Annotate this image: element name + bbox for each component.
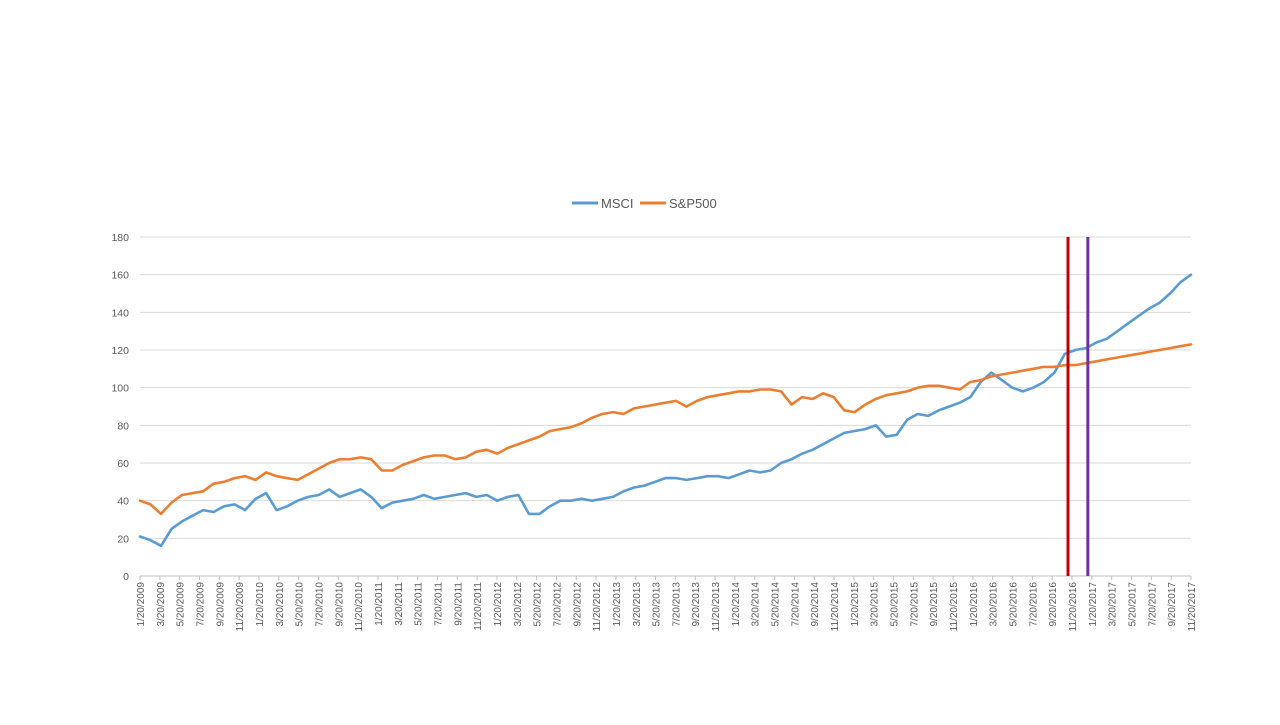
event-markers — [1066, 237, 1090, 576]
x-tick-label: 5/20/2011 — [414, 582, 425, 626]
x-tick-label: 11/20/2012 — [592, 582, 603, 632]
x-tick-label: 3/20/2011 — [394, 582, 405, 626]
y-tick-label: 140 — [111, 307, 129, 319]
y-tick-label: 80 — [117, 420, 129, 432]
x-tick-label: 9/20/2012 — [572, 582, 583, 627]
x-tick-label: 11/20/2009 — [235, 582, 246, 632]
y-tick-label: 0 — [123, 571, 129, 583]
x-tick-label: 3/20/2012 — [513, 582, 524, 627]
x-tick-label: 1/20/2009 — [136, 582, 147, 627]
x-tick-label: 3/20/2017 — [1108, 582, 1119, 627]
x-tick-label: 5/20/2012 — [533, 582, 544, 627]
x-tick-label: 9/20/2015 — [929, 582, 940, 627]
y-tick-label: 180 — [111, 232, 129, 244]
legend-label-msci: MSCI — [601, 196, 634, 211]
x-tick-label: 11/20/2011 — [473, 582, 484, 631]
x-tick-label: 5/20/2013 — [652, 582, 663, 627]
x-tick-label: 11/20/2017 — [1187, 582, 1198, 632]
x-tick-label: 9/20/2014 — [810, 582, 821, 627]
x-tick-label: 1/20/2012 — [493, 582, 504, 627]
x-tick-label: 7/20/2016 — [1028, 582, 1039, 627]
y-tick-label: 100 — [111, 383, 129, 395]
x-tick-label: 3/20/2010 — [275, 582, 286, 627]
x-tick-label: 3/20/2009 — [156, 582, 167, 627]
y-tick-label: 160 — [111, 270, 129, 282]
x-tick-label: 5/20/2009 — [176, 582, 187, 627]
x-tick-label: 5/20/2010 — [295, 582, 306, 627]
x-tick-label: 9/20/2009 — [215, 582, 226, 627]
x-tick-label: 1/20/2015 — [850, 582, 861, 627]
series-lines — [138, 273, 1193, 548]
x-tick-label: 7/20/2010 — [314, 582, 325, 627]
y-axis-ticks: 0 20 40 60 80 100 120 140 160 180 — [111, 232, 129, 583]
x-tick-label: 1/20/2013 — [612, 582, 623, 627]
y-tick-label: 40 — [117, 496, 129, 508]
legend-label-sp500: S&P500 — [669, 196, 717, 211]
x-tick-label: 9/20/2017 — [1167, 582, 1178, 627]
x-tick-label: 11/20/2013 — [711, 582, 722, 632]
x-axis-ticks: 1/20/2009 3/20/2009 5/20/2009 7/20/2009 9/20… — [136, 576, 1198, 631]
y-tick-label: 120 — [111, 345, 129, 357]
x-tick-label: 9/20/2013 — [691, 582, 702, 627]
x-tick-label: 7/20/2017 — [1147, 582, 1158, 627]
x-tick-label: 1/20/2017 — [1088, 582, 1099, 627]
x-tick-label: 3/20/2013 — [632, 582, 643, 627]
x-tick-label: 9/20/2011 — [453, 582, 464, 626]
y-tick-label: 20 — [117, 533, 129, 545]
x-tick-label: 11/20/2014 — [830, 582, 841, 632]
x-tick-label: 7/20/2013 — [671, 582, 682, 627]
x-tick-label: 5/20/2017 — [1128, 582, 1139, 627]
x-tick-label: 11/20/2010 — [354, 582, 365, 632]
x-tick-label: 7/20/2012 — [552, 582, 563, 627]
x-tick-label: 9/20/2010 — [334, 582, 345, 627]
x-tick-label: 11/20/2015 — [949, 582, 960, 632]
x-tick-label: 9/20/2016 — [1048, 582, 1059, 627]
x-tick-label: 1/20/2011 — [374, 582, 385, 626]
x-tick-label: 1/20/2010 — [255, 582, 266, 627]
x-tick-label: 5/20/2014 — [771, 582, 782, 627]
x-tick-label: 3/20/2015 — [870, 582, 881, 627]
x-tick-label: 7/20/2015 — [909, 582, 920, 627]
chart-legend: MSCI S&P500 — [572, 196, 717, 211]
x-tick-label: 5/20/2015 — [890, 582, 901, 627]
x-tick-label: 11/20/2016 — [1068, 582, 1079, 632]
x-tick-label: 7/20/2014 — [790, 582, 801, 627]
gridlines — [140, 236, 1191, 577]
x-tick-label: 5/20/2016 — [1009, 582, 1020, 627]
x-tick-label: 1/20/2016 — [969, 582, 980, 627]
x-tick-label: 3/20/2016 — [989, 582, 1000, 627]
x-tick-label: 3/20/2014 — [751, 582, 762, 627]
series-line-sp500 — [138, 343, 1193, 516]
series-line-msci — [138, 273, 1193, 548]
x-tick-label: 1/20/2014 — [731, 582, 742, 627]
x-tick-label: 7/20/2009 — [195, 582, 206, 627]
x-tick-label: 7/20/2011 — [433, 582, 444, 626]
y-tick-label: 60 — [117, 458, 129, 470]
